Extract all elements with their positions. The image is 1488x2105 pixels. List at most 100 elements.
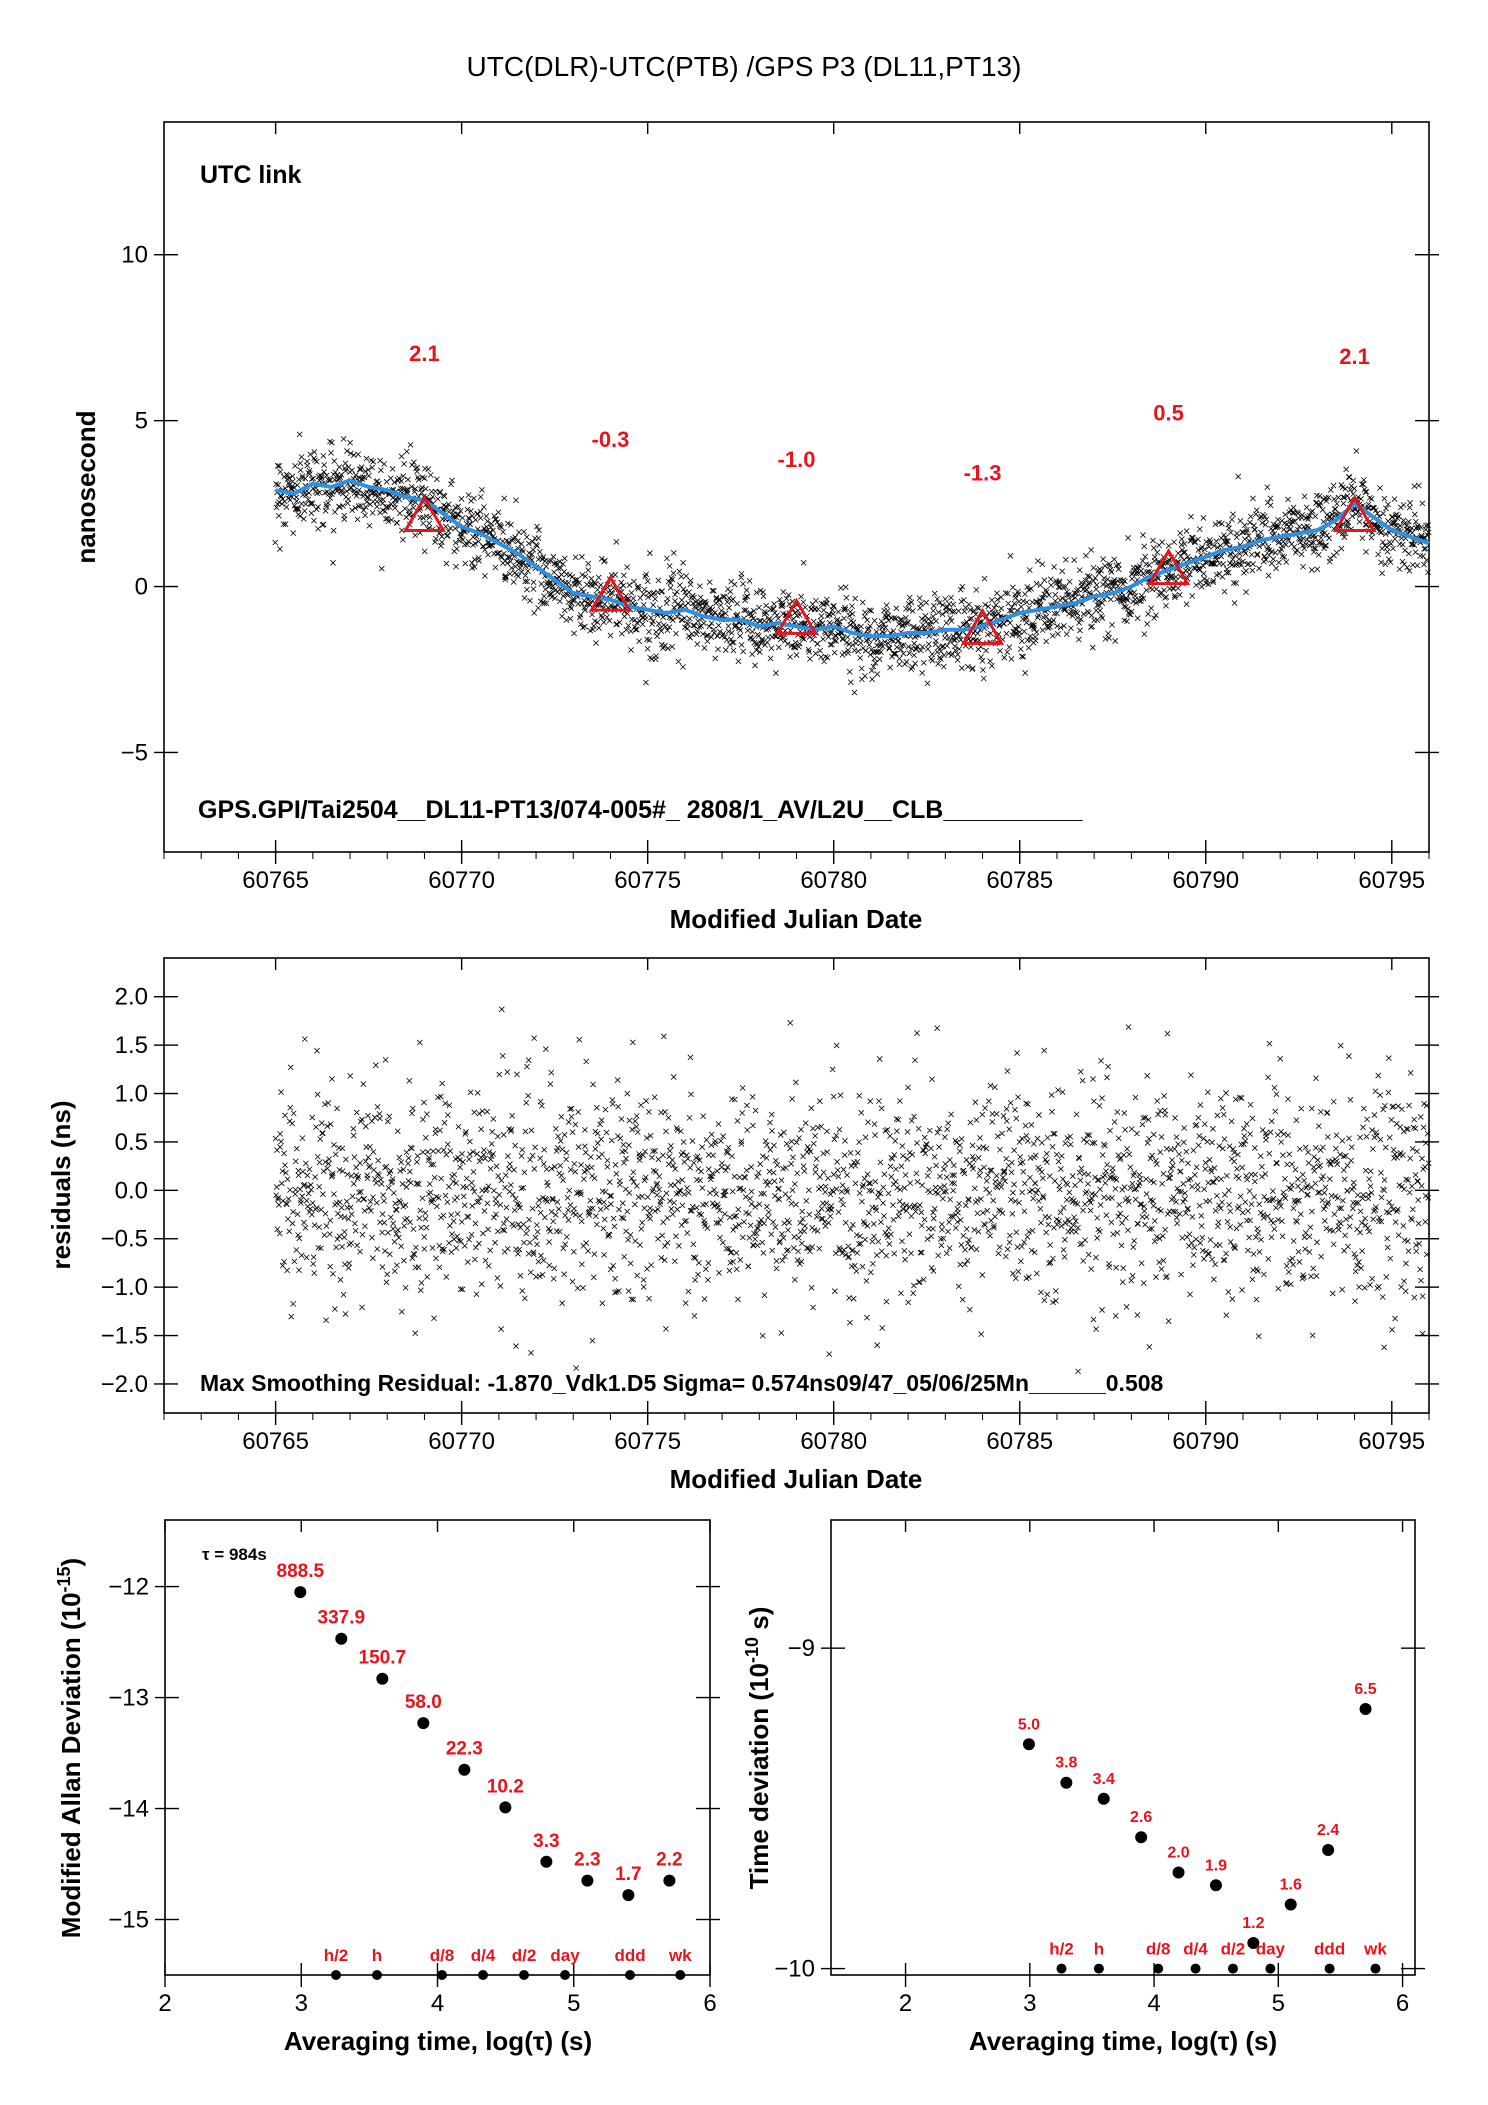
main-scatter-point [1413,518,1419,525]
residual-point [1242,1199,1249,1205]
residual-point [603,1204,610,1211]
residual-point [765,1214,771,1221]
residual-point [685,1189,692,1196]
residual-point [812,1133,819,1139]
main-scatter-point [757,587,764,594]
main-scatter-point [846,641,852,647]
main-scatter-point [471,495,477,502]
residual-point [1121,1184,1128,1191]
residual-point [1088,1266,1095,1272]
residual-point [1046,1173,1053,1180]
residual-point [500,1131,507,1138]
main-scatter-point [392,505,398,511]
residual-point [1127,1185,1134,1192]
residual-point [692,1277,699,1283]
residual-point [909,1151,916,1158]
main-scatter-point [985,603,992,610]
main-scatter-point [876,623,883,630]
x-tick-label: 60785 [986,1428,1053,1455]
residual-point [361,1195,367,1202]
main-scatter-point [1088,547,1095,553]
residual-point [504,1245,511,1252]
residual-point [962,1202,969,1209]
main-scatter-point [370,458,377,465]
residual-point [444,1199,451,1205]
residual-point [1038,1219,1044,1226]
main-scatter-point [471,564,478,570]
residual-point [454,1194,460,1201]
residual-point [491,1214,497,1221]
residual-point [937,1173,943,1180]
residual-point [496,1191,503,1198]
residual-point [336,1199,343,1206]
main-scatter-point [906,650,913,657]
residual-point [955,1283,962,1290]
main-scatter-point [1294,547,1300,554]
main-scatter-point [928,618,935,625]
main-scatter-point [514,538,521,545]
main-scatter-point [356,487,363,493]
residual-point [1257,1209,1264,1216]
main-scatter-point [947,638,953,645]
residual-point [867,1269,874,1276]
residual-point [478,1281,485,1288]
main-scatter-point [372,492,378,499]
main-scatter-point [885,612,892,619]
main-scatter-point [1007,607,1013,614]
main-scatter-point [1400,502,1407,508]
residual-point [466,1236,472,1243]
main-scatter-point [820,607,827,614]
main-scatter-point [1030,624,1037,631]
main-scatter-point [349,467,355,474]
main-scatter-point [612,571,619,578]
residual-point [299,1168,306,1175]
residual-point [748,1164,755,1170]
residual-point [1116,1201,1123,1208]
residual-point [1279,1233,1286,1240]
residual-point [418,1279,425,1286]
residual-point [523,1099,530,1106]
residual-point [1306,1249,1313,1255]
main-scatter-point [512,534,519,541]
main-scatter-point [363,455,370,462]
residual-point [1042,1156,1049,1163]
residual-point [582,1126,588,1133]
residual-point [386,1251,393,1258]
residual-point [1292,1166,1299,1173]
residual-point [788,1160,795,1167]
main-scatter-point [488,520,495,527]
main-scatter-point [290,530,297,537]
residual-point [1028,1247,1035,1254]
residual-point [1098,1057,1104,1064]
main-scatter-point [939,611,946,618]
main-scatter-point [935,660,942,667]
residual-point [524,1063,530,1070]
residual-point [867,1098,874,1105]
main-scatter-point [1138,568,1145,574]
residual-point [555,1206,562,1212]
main-scatter-point [1077,627,1083,634]
main-scatter-point [850,619,857,626]
residual-point [1004,1068,1011,1075]
residual-point [498,1326,505,1332]
residual-point [416,1215,423,1222]
residual-point [904,1129,911,1135]
residual-point [396,1197,403,1204]
main-scatter-point [623,626,630,633]
main-scatter-point [1151,615,1158,621]
main-scatter-point [1037,582,1044,589]
residual-point [687,1164,694,1171]
residual-point [700,1113,707,1120]
residual-point [525,1092,532,1099]
main-scatter-point [468,508,474,514]
main-scatter-point [496,549,503,556]
residual-point [992,1213,998,1220]
residual-point [842,1219,849,1226]
residual-point [1250,1267,1257,1274]
main-scatter-point [908,599,915,606]
main-scatter-point [422,485,429,492]
residual-point [359,1231,366,1238]
x-tick-label: 60790 [1172,1428,1239,1455]
residual-point [422,1215,429,1222]
main-scatter-point [396,496,403,503]
